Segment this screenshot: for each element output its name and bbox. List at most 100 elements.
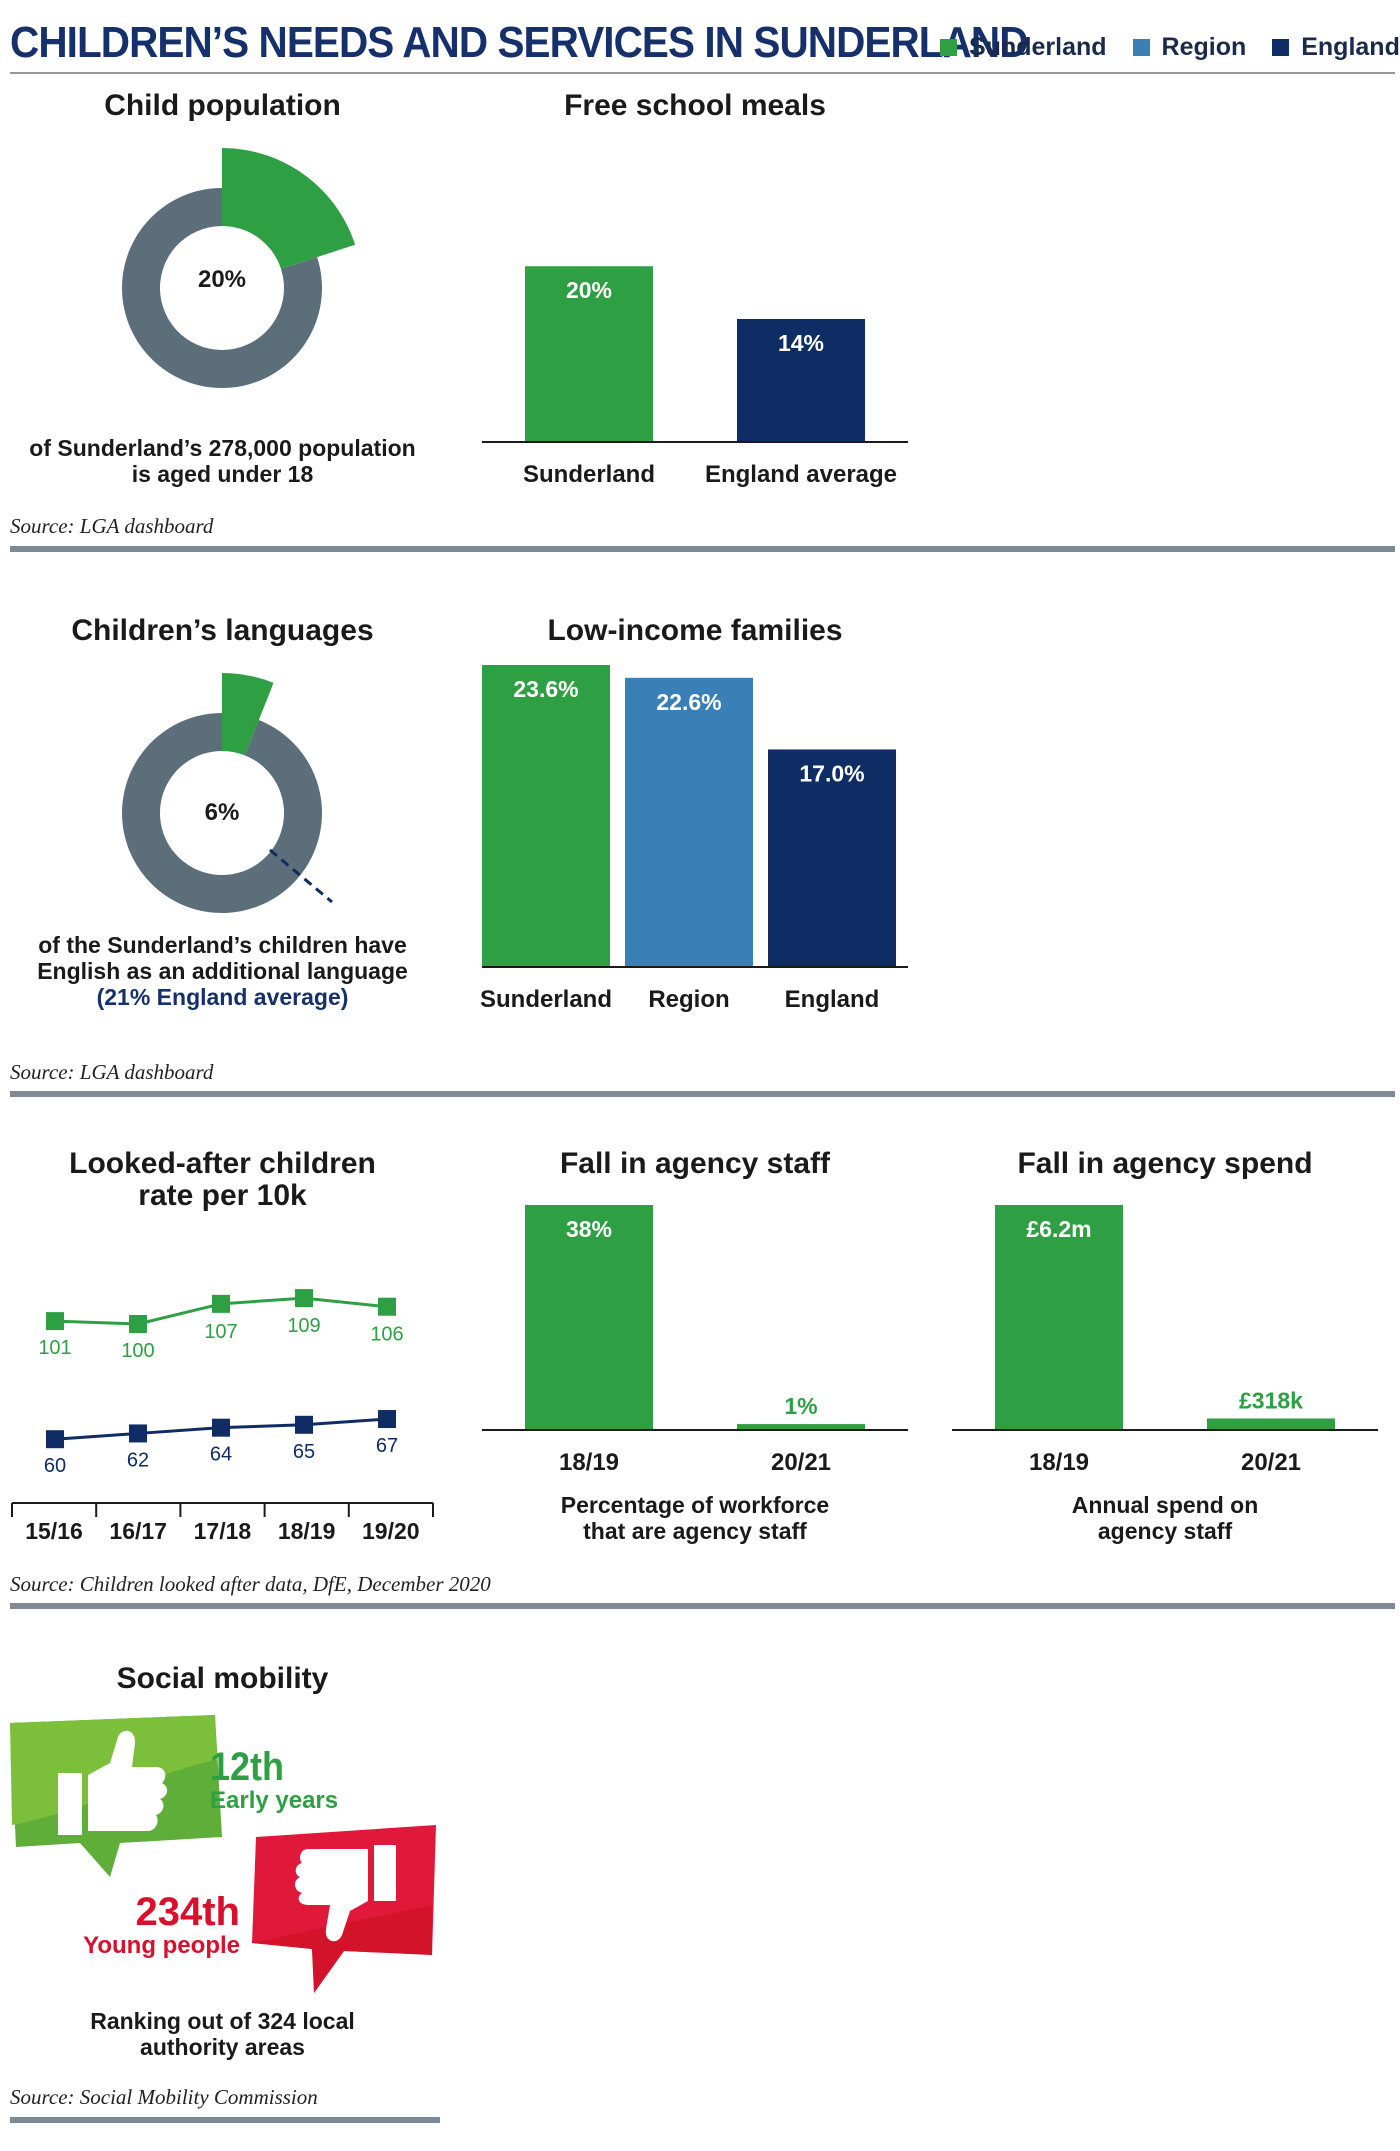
x-tick-label-4: 19/20 (362, 1518, 420, 1544)
bar-0 (482, 665, 610, 967)
bar-value-label-0: 38% (566, 1216, 612, 1242)
low-income-chart: 23.6% Sunderland 22.6% Region 17.0% England (480, 665, 908, 1013)
thumbs-down-bubble (252, 1825, 436, 1993)
legend-label: Region (1161, 32, 1247, 61)
bar-value-label-0: 23.6% (513, 676, 578, 702)
agency-spend-caption-1: Annual spend on (1071, 1492, 1259, 1518)
social-mobility-caption-2: authority areas (140, 2034, 305, 2060)
section-divider-1 (10, 546, 1395, 552)
bar-category-label-1: 20/21 (771, 1449, 831, 1476)
point-label-0-0: 101 (38, 1337, 71, 1359)
languages-donut-slices (122, 673, 323, 913)
languages-donut: 6% (122, 673, 333, 913)
source-lga-1: Source: LGA dashboard (10, 514, 214, 538)
bar-category-label-0: Sunderland (523, 461, 655, 488)
bar-1 (737, 1424, 865, 1430)
agency-spend-chart: £6.2m 18/19 £318k 20/21 (952, 1205, 1378, 1476)
bar-value-label-0: £6.2m (1026, 1216, 1091, 1242)
legend-swatch (940, 38, 957, 56)
point-1-2 (212, 1418, 230, 1437)
section-divider-2 (10, 1091, 1395, 1097)
donut-slice-highlight (222, 148, 356, 269)
bar-value-label-1: £318k (1239, 1387, 1303, 1413)
languages-caption-2: English as an additional language (37, 958, 408, 984)
footer-divider (10, 2117, 440, 2123)
bar-0 (995, 1205, 1123, 1430)
agency-staff-caption-2: that are agency staff (583, 1518, 807, 1544)
chart-legend: Sunderland Region England (940, 32, 1400, 62)
bar-0 (525, 1205, 653, 1430)
languages-value: 6% (205, 799, 240, 826)
child-population-donut-slices (121, 148, 356, 388)
point-label-1-3: 65 (293, 1441, 315, 1463)
bar-2 (768, 749, 896, 967)
legend-swatch (1272, 38, 1290, 56)
thumbs-up-icon (58, 1730, 168, 1835)
donut-slice-highlight (222, 673, 274, 756)
bar-category-label-2: England (785, 986, 880, 1013)
free-school-meals-chart: 20% Sunderland 14% England average (482, 266, 908, 488)
bar-1 (625, 677, 753, 967)
donut-slice-rest (122, 713, 323, 913)
early-years-label: Early years (210, 1787, 339, 1814)
low-income-title: Low-income families (547, 614, 843, 647)
point-0-1 (129, 1315, 147, 1333)
looked-after-title-2: rate per 10k (138, 1179, 307, 1212)
bar-value-label-1: 22.6% (656, 689, 721, 715)
child-population-caption-1: of Sunderland’s 278,000 population (29, 435, 416, 461)
bar-value-label-1: 14% (778, 330, 824, 356)
point-label-1-0: 60 (44, 1455, 66, 1477)
young-people-rank: 234th (135, 1890, 241, 1934)
point-label-1-1: 62 (127, 1449, 149, 1471)
thumbs-down-bubble-shadow (252, 1905, 432, 1993)
bar-category-label-1: Region (648, 986, 729, 1013)
free-school-meals-title: Free school meals (564, 89, 826, 122)
bar-value-label-0: 20% (566, 277, 612, 303)
legend-item-sunderland: Sunderland (940, 33, 1107, 62)
bar-category-label-1: 20/21 (1241, 1449, 1301, 1476)
bar-0 (525, 266, 653, 442)
thumbs-down-icon (294, 1845, 396, 1942)
bar-category-label-0: 18/19 (1029, 1449, 1089, 1476)
languages-title: Children’s languages (71, 614, 374, 647)
point-label-0-1: 100 (121, 1340, 154, 1362)
bar-1 (737, 318, 865, 442)
social-mobility-title: Social mobility (116, 1662, 329, 1695)
bar-category-label-0: 18/19 (559, 1449, 619, 1476)
languages-caption-3: (21% England average) (96, 984, 349, 1010)
agency-staff-chart: 38% 18/19 1% 20/21 (482, 1205, 908, 1476)
legend-item-region: Region (1132, 32, 1247, 62)
languages-caption-1: of the Sunderland’s children have (38, 932, 407, 958)
point-label-0-2: 107 (204, 1321, 237, 1343)
point-1-1 (129, 1424, 147, 1443)
legend-label: Sunderland (969, 32, 1107, 61)
looked-after-chart: 101 100 107 109 106 60 62 64 65 67 15/16 16/17 17/18… (11, 1289, 434, 1544)
agency-spend-title: Fall in agency spend (1017, 1147, 1313, 1180)
point-label-0-3: 109 (287, 1315, 320, 1337)
point-label-0-4: 106 (370, 1324, 403, 1346)
x-tick-label-1: 16/17 (109, 1518, 167, 1544)
bar-value-label-2: 17.0% (799, 760, 864, 786)
young-people-label: Young people (83, 1932, 240, 1959)
page-title: CHILDREN’S NEEDS AND SERVICES IN SUNDERL… (10, 18, 1028, 67)
point-label-1-4: 67 (376, 1435, 398, 1457)
point-1-0 (46, 1430, 64, 1449)
source-dfe: Source: Children looked after data, DfE,… (10, 1572, 491, 1596)
point-1-3 (295, 1415, 313, 1434)
legend-swatch (1132, 38, 1150, 56)
section-divider-3 (10, 1603, 1395, 1609)
donut-slice-rest (121, 188, 322, 388)
thumbs-up-bubble (10, 1715, 222, 1877)
agency-staff-title: Fall in agency staff (559, 1147, 831, 1180)
bar-value-label-1: 1% (784, 1393, 817, 1419)
legend-label: England (1301, 32, 1400, 61)
point-1-4 (378, 1410, 396, 1429)
child-population-title: Child population (104, 89, 341, 122)
bar-category-label-1: England average (705, 461, 897, 488)
header-divider (10, 72, 1395, 74)
source-social-mobility: Source: Social Mobility Commission (10, 2085, 318, 2109)
child-population-donut: 20% (121, 148, 356, 388)
social-mobility-caption-1: Ranking out of 324 local (90, 2008, 355, 2034)
bar-category-label-0: Sunderland (480, 986, 612, 1013)
bar-1 (1207, 1418, 1335, 1430)
